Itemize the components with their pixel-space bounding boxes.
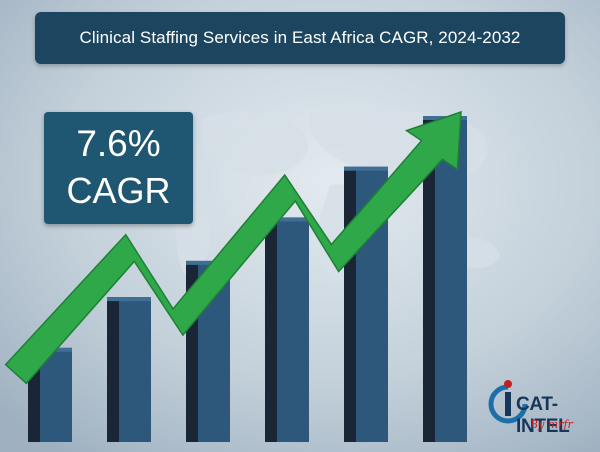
bar — [265, 217, 309, 442]
cagr-value: 7.6% — [76, 123, 161, 164]
cagr-label: CAGR — [66, 170, 171, 211]
bar — [423, 116, 467, 442]
logo-tagline: By mrfr — [530, 418, 573, 431]
cat-intel-logo-icon — [488, 380, 528, 424]
cagr-box: 7.6% CAGR — [44, 112, 193, 224]
chart-title: Clinical Staffing Services in East Afric… — [79, 28, 521, 47]
bar — [107, 297, 151, 442]
trend-arrow — [4, 110, 462, 385]
title-banner: Clinical Staffing Services in East Afric… — [35, 12, 565, 64]
logo-name: CAT-INTEL — [516, 394, 570, 437]
